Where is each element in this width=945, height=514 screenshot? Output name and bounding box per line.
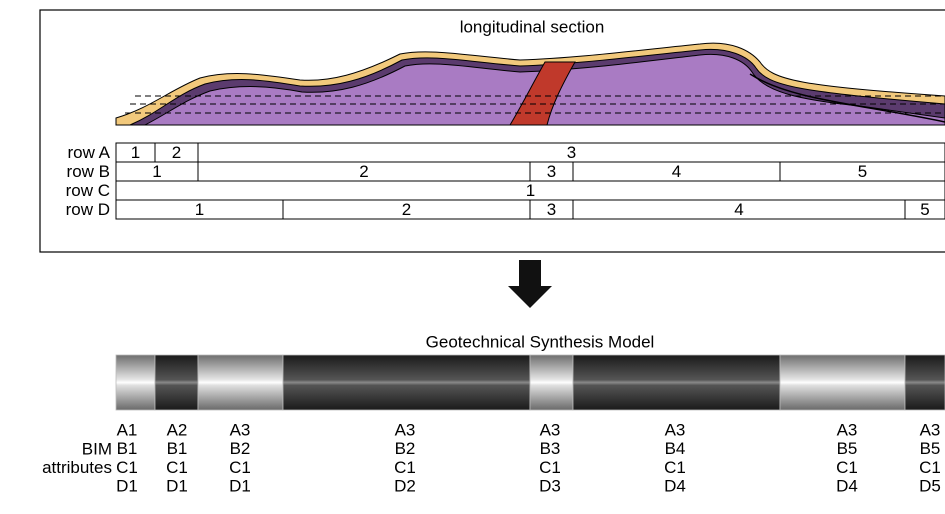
bim-attribute: A3 [920, 420, 941, 439]
bim-attribute: D4 [836, 477, 858, 496]
attributes-label: BIM [82, 439, 112, 458]
row-label: row A [67, 143, 110, 162]
bim-attribute: A3 [540, 420, 561, 439]
model-segment [115, 354, 156, 411]
model-segment [779, 354, 906, 411]
cell-label: 4 [672, 162, 681, 181]
section-title: longitudinal section [460, 17, 605, 36]
bim-attribute: A3 [665, 420, 686, 439]
model-segment [904, 354, 945, 411]
cell-label: 5 [920, 200, 929, 219]
bim-attribute: C1 [394, 458, 416, 477]
model-cylinder: A1B1C1D1A2B1C1D1A3B2C1D1A3B2C1D2A3B3C1D3… [42, 354, 945, 496]
bim-attribute: A3 [837, 420, 858, 439]
model-segment [282, 354, 531, 411]
row-label: row B [67, 162, 110, 181]
bim-attribute: C1 [836, 458, 858, 477]
cell-label: 1 [152, 162, 161, 181]
bim-attribute: B1 [117, 439, 138, 458]
bim-attribute: A1 [117, 420, 138, 439]
bim-attribute: B5 [837, 439, 858, 458]
row-label: row D [66, 200, 110, 219]
bim-attribute: B5 [920, 439, 941, 458]
bim-attribute: D4 [664, 477, 686, 496]
cell-label: 2 [402, 200, 411, 219]
bim-attribute: C1 [116, 458, 138, 477]
cell-label: 5 [858, 162, 867, 181]
bim-attribute: D2 [394, 477, 416, 496]
cell-label: 3 [567, 143, 576, 162]
model-segment [197, 354, 284, 411]
bim-attribute: D1 [229, 477, 251, 496]
model-segment [572, 354, 781, 411]
bim-attribute: D5 [919, 477, 941, 496]
cell-label: 1 [526, 181, 535, 200]
model-segment [154, 354, 199, 411]
bim-attribute: C1 [664, 458, 686, 477]
cell-label: 4 [734, 200, 743, 219]
model-title: Geotechnical Synthesis Model [426, 332, 655, 351]
attributes-label: attributes [42, 458, 112, 477]
bim-attribute: B3 [540, 439, 561, 458]
cell-label: 1 [131, 143, 140, 162]
bim-attribute: A3 [395, 420, 416, 439]
cell-label: 2 [359, 162, 368, 181]
bim-attribute: A2 [167, 420, 188, 439]
bim-attribute: D1 [166, 477, 188, 496]
bim-attribute: B4 [665, 439, 686, 458]
bim-attribute: D1 [116, 477, 138, 496]
bim-attribute: C1 [166, 458, 188, 477]
cell-label: 3 [547, 200, 556, 219]
cell-label: 3 [547, 162, 556, 181]
cell-label: 2 [172, 143, 181, 162]
section-frame [39, 9, 945, 253]
bim-attribute: C1 [229, 458, 251, 477]
row-label: row C [66, 181, 110, 200]
bim-attribute: C1 [919, 458, 941, 477]
bim-attribute: B1 [167, 439, 188, 458]
bim-attribute: A3 [230, 420, 251, 439]
bim-attribute: C1 [539, 458, 561, 477]
arrow [508, 260, 552, 308]
model-segment [529, 354, 574, 411]
cross-section [115, 42, 945, 126]
row-cell [904, 199, 945, 220]
bim-attribute: B2 [395, 439, 416, 458]
cell-label: 1 [195, 200, 204, 219]
bim-attribute: B2 [230, 439, 251, 458]
bim-attribute: D3 [539, 477, 561, 496]
